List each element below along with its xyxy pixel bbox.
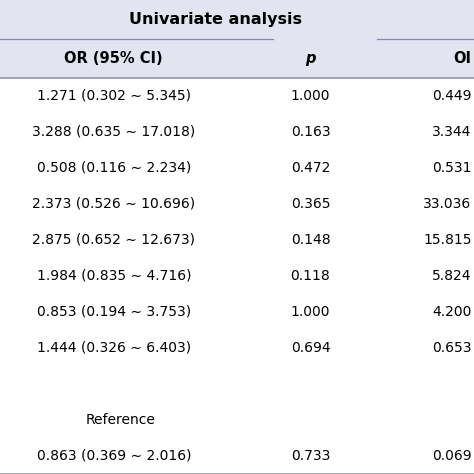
- Text: OR (95% CI): OR (95% CI): [64, 51, 163, 66]
- Text: Reference: Reference: [85, 413, 155, 427]
- Text: 0.148: 0.148: [291, 233, 330, 247]
- Text: 0.853 (0.194 ∼ 3.753): 0.853 (0.194 ∼ 3.753): [36, 305, 191, 319]
- Text: 2.373 (0.526 ∼ 10.696): 2.373 (0.526 ∼ 10.696): [32, 197, 195, 211]
- Text: 0.863 (0.369 ∼ 2.016): 0.863 (0.369 ∼ 2.016): [36, 449, 191, 463]
- Text: 4.200: 4.200: [432, 305, 472, 319]
- Text: 33.036: 33.036: [423, 197, 472, 211]
- Text: 3.344: 3.344: [432, 125, 472, 139]
- FancyBboxPatch shape: [0, 222, 474, 258]
- FancyBboxPatch shape: [0, 294, 474, 330]
- Text: 3.288 (0.635 ∼ 17.018): 3.288 (0.635 ∼ 17.018): [32, 125, 195, 139]
- Text: 1.271 (0.302 ∼ 5.345): 1.271 (0.302 ∼ 5.345): [37, 89, 191, 103]
- Text: 1.984 (0.835 ∼ 4.716): 1.984 (0.835 ∼ 4.716): [36, 269, 191, 283]
- Text: 0.163: 0.163: [291, 125, 330, 139]
- Text: 5.824: 5.824: [432, 269, 472, 283]
- FancyBboxPatch shape: [0, 186, 474, 222]
- FancyBboxPatch shape: [0, 330, 474, 366]
- FancyBboxPatch shape: [0, 366, 474, 402]
- Text: 1.000: 1.000: [291, 89, 330, 103]
- Text: 0.508 (0.116 ∼ 2.234): 0.508 (0.116 ∼ 2.234): [36, 161, 191, 175]
- FancyBboxPatch shape: [0, 258, 474, 294]
- Text: 0.694: 0.694: [291, 341, 330, 355]
- Text: 1.000: 1.000: [291, 305, 330, 319]
- Text: 0.531: 0.531: [432, 161, 472, 175]
- FancyBboxPatch shape: [0, 78, 474, 114]
- Text: p: p: [305, 51, 316, 66]
- Text: 0.069: 0.069: [432, 449, 472, 463]
- Text: 1.444 (0.326 ∼ 6.403): 1.444 (0.326 ∼ 6.403): [36, 341, 191, 355]
- Text: 0.733: 0.733: [291, 449, 330, 463]
- FancyBboxPatch shape: [0, 0, 474, 39]
- Text: 0.118: 0.118: [291, 269, 330, 283]
- Text: 0.653: 0.653: [432, 341, 472, 355]
- FancyBboxPatch shape: [0, 438, 474, 474]
- Text: 0.365: 0.365: [291, 197, 330, 211]
- Text: 0.472: 0.472: [291, 161, 330, 175]
- Text: 0.449: 0.449: [432, 89, 472, 103]
- FancyBboxPatch shape: [0, 150, 474, 186]
- FancyBboxPatch shape: [0, 39, 474, 78]
- Text: 2.875 (0.652 ∼ 12.673): 2.875 (0.652 ∼ 12.673): [32, 233, 195, 247]
- Text: Univariate analysis: Univariate analysis: [129, 12, 302, 27]
- Text: OI: OI: [454, 51, 472, 66]
- Text: 15.815: 15.815: [423, 233, 472, 247]
- FancyBboxPatch shape: [0, 402, 474, 438]
- FancyBboxPatch shape: [0, 114, 474, 150]
